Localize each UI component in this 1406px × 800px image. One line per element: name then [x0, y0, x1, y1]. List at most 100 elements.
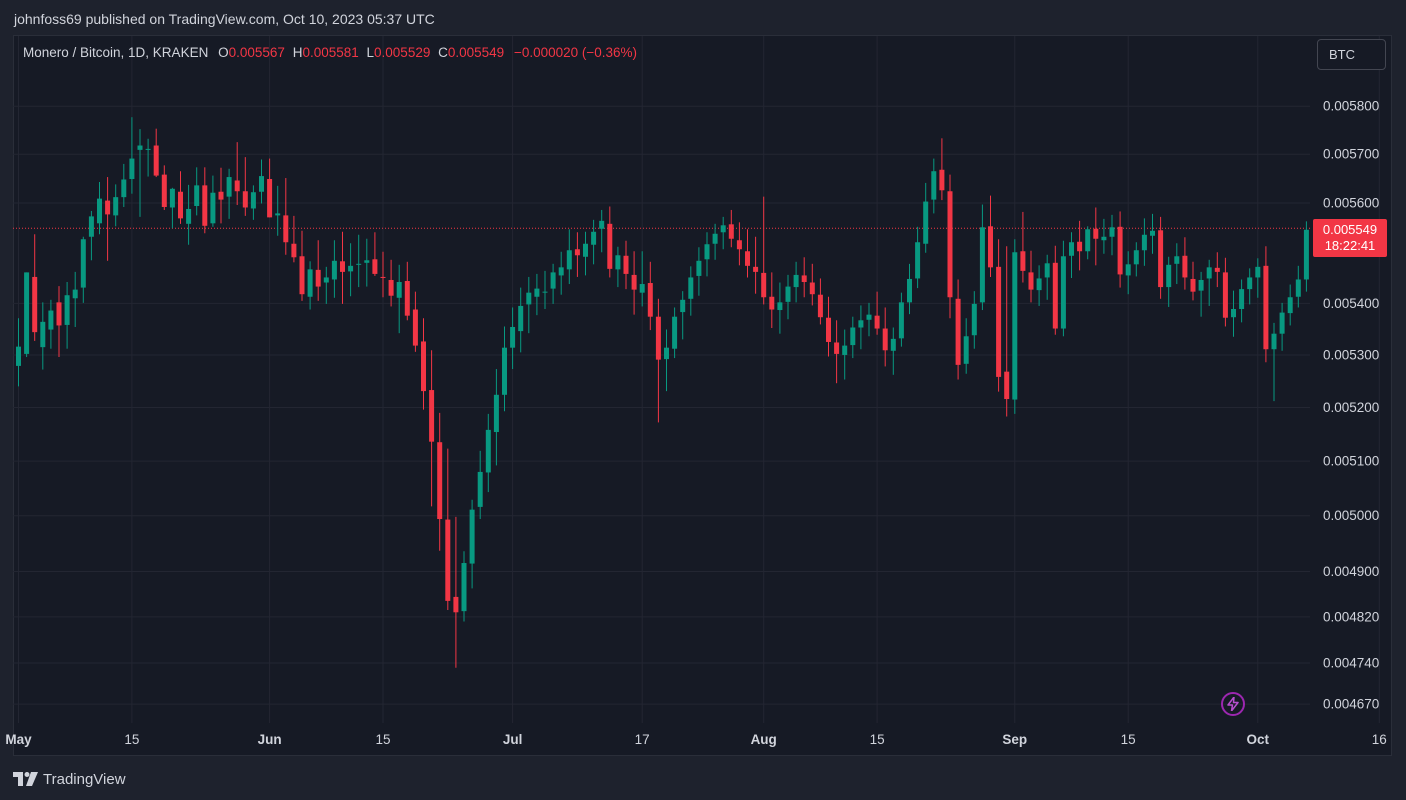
price-tick-label: 0.004670: [1323, 697, 1379, 712]
currency-button[interactable]: BTC: [1317, 39, 1386, 70]
candle: [437, 412, 443, 551]
candle: [80, 236, 86, 303]
symbol-label[interactable]: Monero / Bitcoin, 1D, KRAKEN: [23, 45, 209, 60]
candle: [169, 187, 175, 229]
price-tick-label: 0.005700: [1323, 147, 1379, 162]
candle-body: [1239, 289, 1245, 310]
candle: [388, 259, 394, 307]
candle-body: [1117, 226, 1123, 275]
candle-body: [502, 347, 507, 395]
candle: [307, 261, 313, 310]
candle: [234, 142, 240, 206]
candle-body: [1109, 227, 1115, 237]
candle-body: [809, 282, 815, 295]
candle: [542, 270, 548, 310]
bar-countdown: 18:22:41: [1324, 238, 1376, 253]
candle: [88, 210, 94, 261]
tradingview-brand[interactable]: TradingView: [13, 769, 126, 789]
candle: [412, 291, 418, 352]
candle-body: [218, 191, 224, 200]
candle-body: [1085, 229, 1091, 252]
candle: [1060, 240, 1066, 337]
candle: [121, 163, 127, 207]
candle: [1166, 256, 1172, 307]
candle: [534, 273, 540, 316]
last-price-value: 0.005549: [1322, 222, 1378, 237]
candle: [105, 177, 111, 261]
candle: [785, 274, 791, 320]
candle: [291, 215, 297, 263]
candle-body: [996, 266, 1002, 377]
candle: [988, 195, 993, 277]
candle-body: [923, 201, 929, 244]
time-tick-label: 15: [124, 732, 139, 747]
candle: [574, 232, 580, 277]
candle: [1295, 265, 1301, 308]
candle: [283, 178, 289, 255]
candle-body: [777, 302, 783, 311]
candle: [826, 296, 831, 357]
candle-body: [890, 338, 896, 351]
candle: [1198, 271, 1204, 317]
candle: [680, 291, 686, 340]
low-label: L: [366, 45, 375, 60]
candle: [801, 257, 807, 298]
candle: [194, 167, 200, 216]
candle: [502, 326, 507, 412]
candle-body: [1263, 265, 1269, 350]
candle-body: [299, 256, 305, 295]
candle-body: [882, 328, 888, 351]
price-tick-label: 0.005600: [1323, 196, 1379, 211]
candle-body: [1133, 250, 1139, 265]
candle: [550, 263, 556, 304]
candle: [1028, 250, 1034, 303]
candle-body: [1036, 278, 1042, 291]
candle-body: [64, 295, 70, 325]
candle-body: [48, 310, 54, 330]
candle: [242, 157, 248, 216]
price-tick-label: 0.005000: [1323, 508, 1379, 523]
candle: [858, 305, 864, 350]
candle: [218, 167, 224, 224]
candle: [688, 266, 694, 316]
candle-body: [453, 596, 459, 613]
chart-frame[interactable]: [13, 35, 1392, 756]
time-tick-label: 15: [870, 732, 885, 747]
candle-body: [728, 224, 734, 239]
candle-body: [1295, 279, 1301, 297]
candle: [615, 246, 621, 288]
candle-body: [1247, 277, 1253, 290]
candle-body: [1069, 242, 1074, 256]
candle-body: [988, 226, 993, 268]
candle: [48, 299, 54, 349]
price-tick-label: 0.004740: [1323, 656, 1379, 671]
candle: [599, 209, 605, 253]
last-price-tag: 0.005549 18:22:41: [1313, 219, 1387, 257]
lightning-icon[interactable]: [1221, 692, 1245, 716]
candle: [696, 247, 702, 296]
candle-body: [542, 291, 548, 293]
candle: [923, 182, 929, 253]
candle: [275, 185, 281, 236]
candle: [566, 229, 572, 285]
candle: [882, 307, 888, 367]
candle-body: [955, 298, 961, 365]
candle: [421, 318, 426, 410]
candle-body: [153, 145, 159, 176]
close-value: 0.005549: [447, 45, 505, 60]
candle-body: [429, 390, 435, 442]
candle-body: [186, 208, 192, 224]
candle: [664, 329, 669, 392]
candle-body: [1150, 230, 1155, 236]
time-tick-label: Jun: [258, 732, 282, 747]
candles: [16, 117, 1309, 668]
candle-body: [574, 249, 580, 256]
candle-body: [1271, 333, 1277, 350]
candle-body: [372, 259, 378, 274]
candle-body: [858, 320, 864, 328]
candle-body: [745, 251, 750, 266]
candle-body: [113, 197, 119, 216]
candle-body: [461, 563, 467, 612]
candle: [915, 226, 921, 289]
